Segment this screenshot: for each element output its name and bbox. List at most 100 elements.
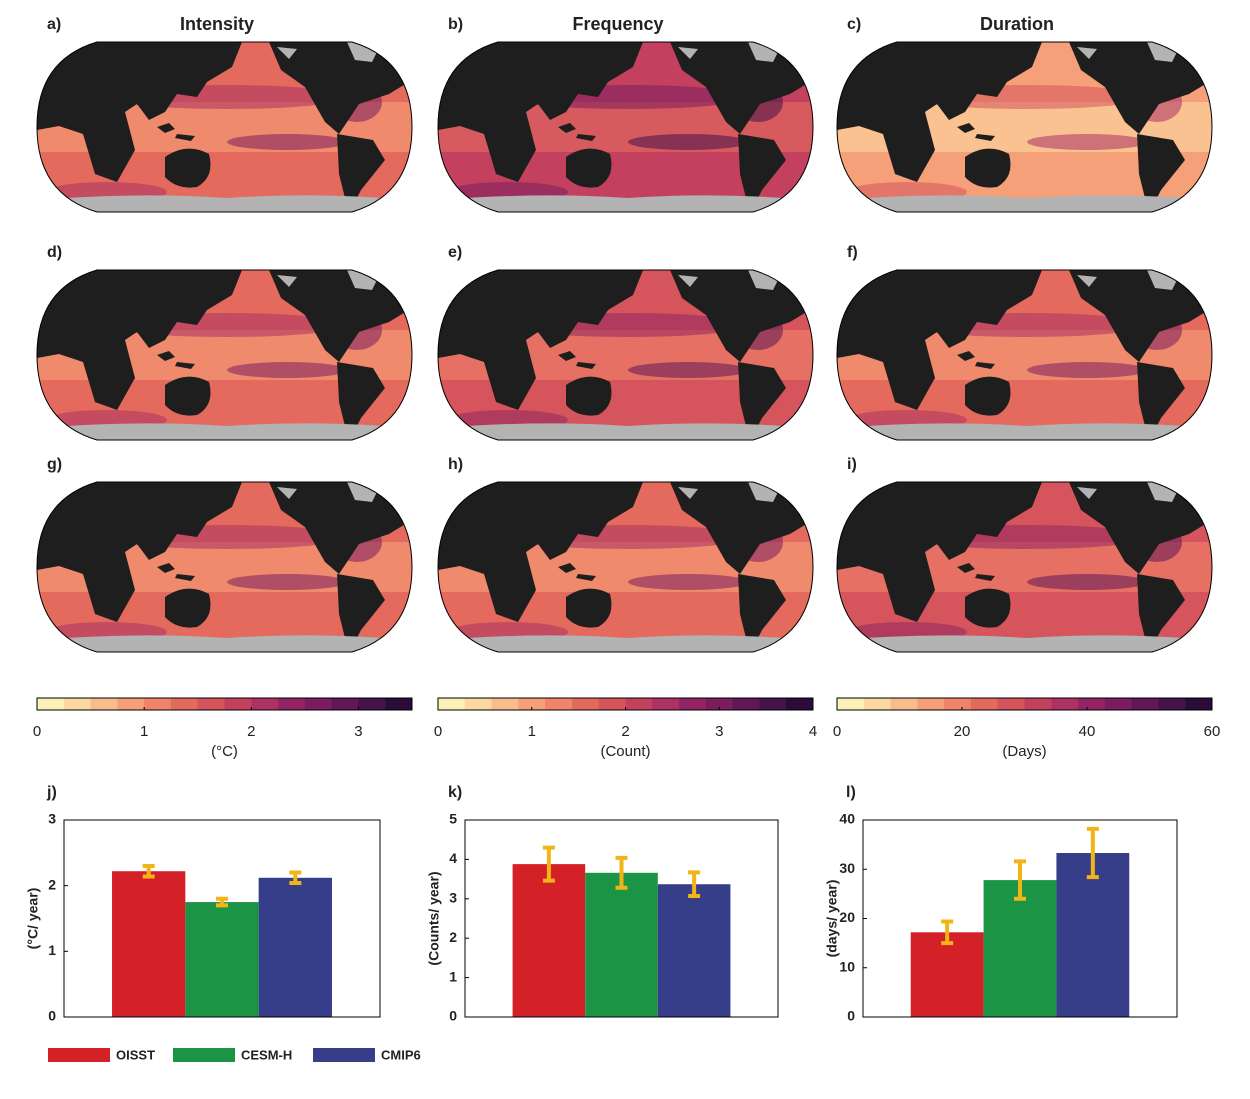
y-tick-label: 2 <box>48 876 56 892</box>
panel-label: f) <box>847 244 858 261</box>
ocean-feature <box>1027 134 1147 150</box>
colorbar-cell <box>170 698 199 710</box>
colorbar-cell <box>63 698 92 710</box>
error-bar <box>542 845 555 883</box>
legend-label: CESM-H <box>241 1047 292 1062</box>
bar <box>585 872 658 1017</box>
colorbar-cell <box>970 698 999 710</box>
map-outline <box>36 481 413 653</box>
y-tick-label: 0 <box>847 1008 855 1024</box>
ocean <box>438 42 813 212</box>
colorbar-cell <box>944 698 972 710</box>
y-tick-label: 20 <box>839 909 855 925</box>
colorbar-cell <box>759 698 787 710</box>
y-tick-label: 2 <box>449 929 457 945</box>
y-tick-label: 30 <box>839 860 855 876</box>
axes-frame <box>63 819 381 1018</box>
ocean <box>37 270 412 440</box>
bar <box>258 877 332 1017</box>
colorbar-cell <box>438 698 466 710</box>
y-tick-label: 40 <box>839 811 855 827</box>
colorbar-cell <box>1104 698 1133 710</box>
ocean <box>37 482 412 652</box>
colorbar-label: (Count) <box>600 743 650 760</box>
colorbar-cell <box>786 698 814 710</box>
colorbar-cell <box>144 698 172 710</box>
colorbar-tick-label: 40 <box>1079 723 1096 740</box>
colorbar-cell <box>37 698 65 710</box>
y-tick-label: 4 <box>449 850 457 866</box>
column-title: Intensity <box>180 14 254 34</box>
ocean-feature <box>628 574 748 590</box>
map-outline <box>836 481 1213 653</box>
panel-label: i) <box>847 456 857 473</box>
map-outline <box>836 269 1213 441</box>
colorbar-tick-label: 4 <box>809 723 817 740</box>
legend-swatch <box>173 1048 235 1062</box>
panel-label: e) <box>448 244 462 261</box>
y-tick-label: 0 <box>449 1008 457 1024</box>
y-tick-label: 1 <box>48 942 56 958</box>
map <box>437 41 814 213</box>
ocean-feature <box>227 574 347 590</box>
map <box>836 41 1213 213</box>
ocean <box>37 42 412 212</box>
colorbar-cell <box>331 698 359 710</box>
column-title: Duration <box>980 14 1054 34</box>
panel-label: l) <box>846 784 856 801</box>
panel-label: j) <box>46 784 57 801</box>
legend-swatch <box>48 1048 110 1062</box>
panel-label: k) <box>448 784 462 801</box>
ocean <box>438 482 813 652</box>
map <box>36 481 413 653</box>
map <box>36 269 413 441</box>
colorbar-tick-label: 60 <box>1204 723 1221 740</box>
panel-label: a) <box>47 16 61 33</box>
colorbar-cell <box>251 698 279 710</box>
colorbar-tick-label: 1 <box>528 723 536 740</box>
map-outline <box>437 269 814 441</box>
colorbar-cell <box>598 698 626 710</box>
y-tick-label: 0 <box>48 1008 56 1024</box>
colorbar-cell <box>863 698 892 710</box>
colorbar-cell <box>117 698 145 710</box>
bar <box>1056 852 1130 1017</box>
colorbar-cell <box>1051 698 1079 710</box>
colorbar-cell <box>625 698 653 710</box>
y-axis-label: (days/ year) <box>824 880 840 958</box>
y-axis-label: (Counts/ year) <box>426 871 442 965</box>
panel-label: h) <box>448 456 463 473</box>
axes-frame <box>464 819 779 1018</box>
colorbar-cell <box>1131 698 1159 710</box>
colorbar-frame <box>836 697 1213 711</box>
ocean-feature <box>227 134 347 150</box>
panel-label: d) <box>47 244 62 261</box>
ocean-feature <box>1027 362 1147 378</box>
bar <box>910 932 984 1017</box>
colorbar-cell <box>997 698 1025 710</box>
colorbar-tick-label: 3 <box>354 723 362 740</box>
colorbar-label: (°C) <box>211 743 238 760</box>
y-tick-label: 3 <box>449 890 457 906</box>
colorbar-tick-label: 1 <box>140 723 148 740</box>
legend-label: CMIP6 <box>381 1047 421 1062</box>
ocean-feature <box>628 362 748 378</box>
error-bar <box>289 870 302 886</box>
legend-label: OISST <box>116 1047 155 1062</box>
column-title: Frequency <box>572 14 663 34</box>
colorbar-cell <box>385 698 413 710</box>
colorbar-cell <box>1185 698 1213 710</box>
map-outline <box>437 41 814 213</box>
map <box>437 269 814 441</box>
colorbar-cell <box>224 698 252 710</box>
map <box>437 481 814 653</box>
colorbar-frame <box>36 697 413 711</box>
ocean-feature <box>227 362 347 378</box>
ocean <box>837 482 1212 652</box>
error-bar <box>615 855 628 890</box>
legend-swatch <box>313 1048 375 1062</box>
panel-label: c) <box>847 16 861 33</box>
ocean-feature <box>628 134 748 150</box>
